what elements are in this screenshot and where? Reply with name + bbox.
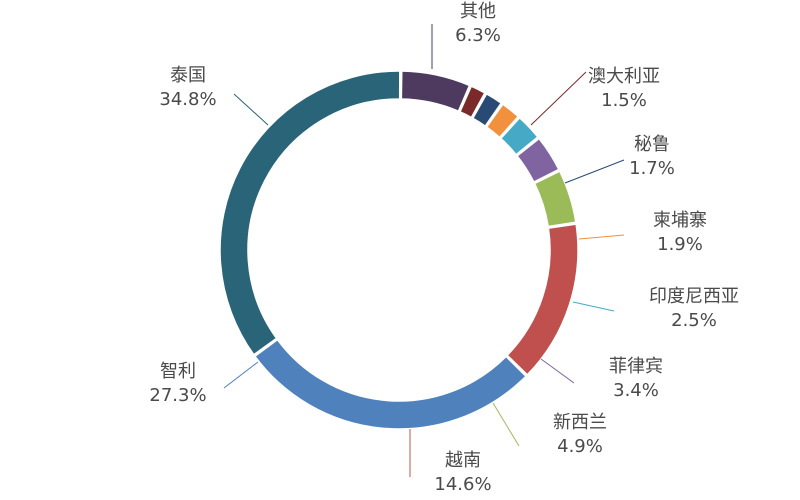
donut-slice-6: [516, 137, 560, 183]
slice-name-label: 菲律宾: [609, 356, 663, 377]
donut-slices: [219, 70, 579, 430]
leader-line-7: [492, 402, 520, 447]
leader-line-2: [530, 71, 587, 126]
slice-name-label: 智利: [160, 361, 196, 382]
leader-line-3: [564, 159, 625, 184]
slice-value-label: 34.8%: [159, 89, 216, 110]
slice-name-label: 印度尼西亚: [649, 286, 739, 307]
slice-value-label: 3.4%: [613, 380, 659, 401]
leader-line-5: [572, 301, 615, 312]
slice-value-label: 1.5%: [601, 90, 647, 111]
slice-value-label: 2.5%: [671, 310, 717, 331]
slice-name-label: 新西兰: [553, 412, 607, 433]
slice-value-label: 1.9%: [657, 234, 703, 255]
slice-name-label: 泰国: [170, 65, 206, 86]
donut-slice-1: [400, 70, 471, 113]
donut-slice-5: [499, 116, 539, 156]
donut-slice-4: [485, 103, 520, 139]
slice-value-label: 27.3%: [149, 385, 206, 406]
leader-line-6: [540, 358, 575, 384]
leader-line-4: [578, 234, 625, 240]
slice-name-label: 柬埔寨: [653, 210, 707, 231]
donut-slice-2: [458, 85, 486, 119]
slice-value-label: 6.3%: [455, 25, 501, 46]
donut-slice-8: [506, 223, 579, 376]
leader-line-10: [233, 93, 269, 126]
slice-name-label: 澳大利亚: [588, 66, 660, 87]
slice-name-label: 其他: [460, 1, 496, 22]
slice-name-label: 秘鲁: [634, 134, 670, 155]
slice-value-label: 4.9%: [557, 436, 603, 457]
slice-value-label: 14.6%: [434, 474, 491, 495]
slice-value-label: 1.7%: [629, 158, 675, 179]
slice-name-label: 越南: [445, 450, 481, 471]
donut-slice-9: [253, 338, 527, 430]
donut-slice-7: [533, 170, 577, 228]
leader-line-9: [223, 361, 259, 389]
slice-labels: 其他 6.3% 澳大利亚 1.5% 秘鲁 1.7% 柬埔寨 1.9% 印度尼西亚 2.5% 菲律宾 3…: [149, 1, 739, 495]
donut-slice-10: [219, 70, 401, 356]
donut-slice-3: [471, 92, 503, 128]
leader-lines: [223, 24, 625, 477]
